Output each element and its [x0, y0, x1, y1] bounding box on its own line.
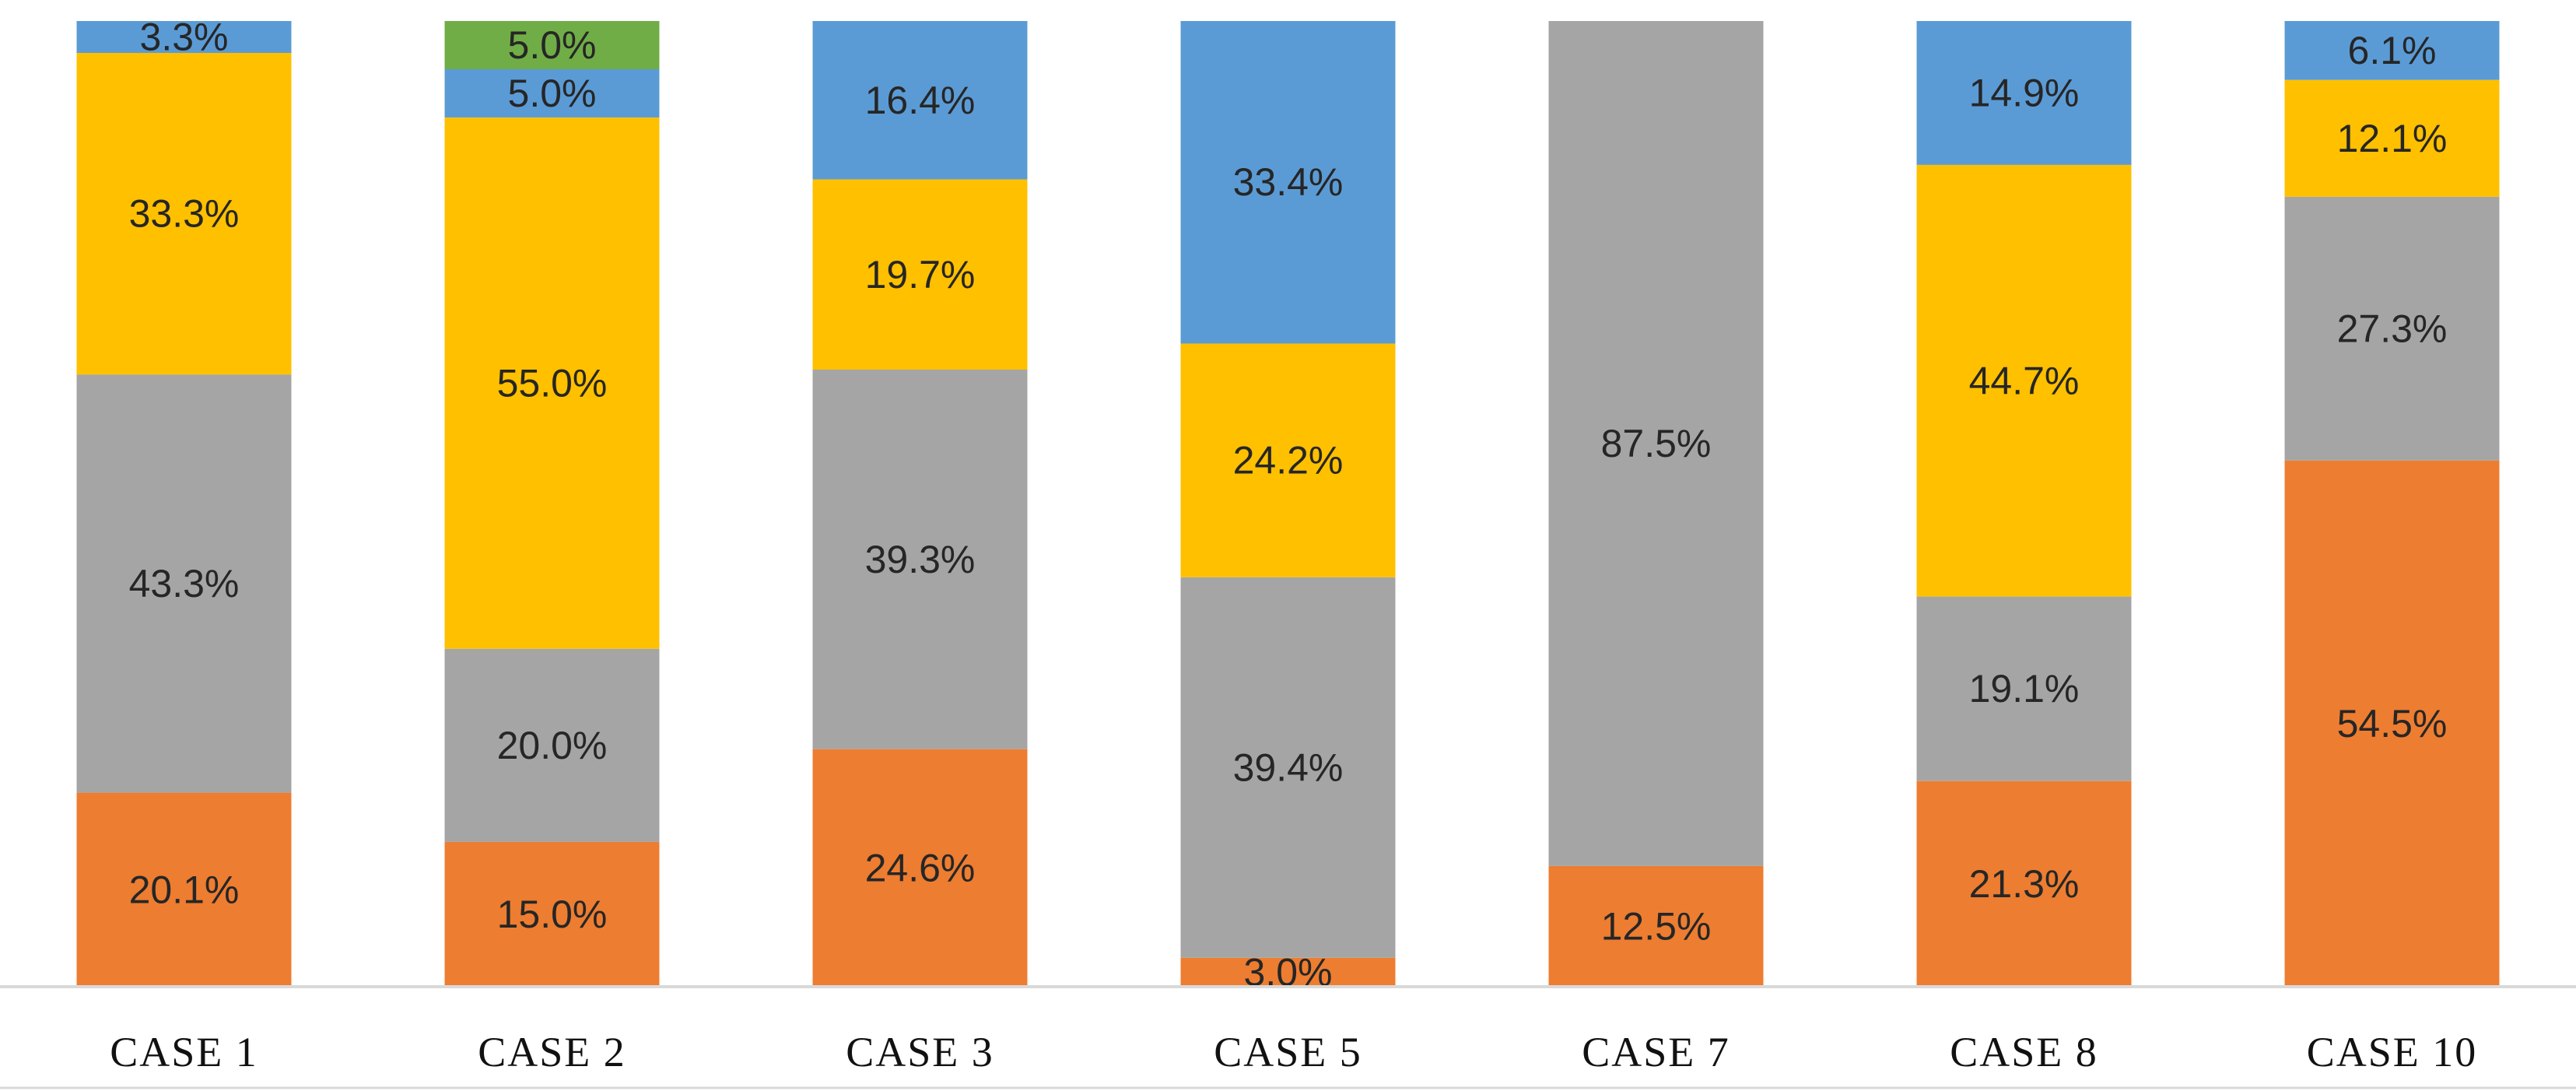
- x-tick-label: CASE 7: [1582, 1029, 1730, 1075]
- bar-segment: [444, 648, 660, 842]
- data-label: 44.7%: [1969, 359, 2080, 402]
- data-label: 33.3%: [129, 192, 240, 236]
- bar-segment: [444, 69, 660, 118]
- bar-segment: [2284, 79, 2500, 197]
- data-label: 16.4%: [865, 79, 976, 122]
- x-tick-label: CASE 5: [1214, 1029, 1362, 1075]
- bar-segment: [2284, 21, 2500, 80]
- data-label: 55.0%: [497, 361, 608, 405]
- bar-segment: [812, 370, 1028, 749]
- bar-segment: [1180, 577, 1396, 958]
- bar-segment: [1180, 957, 1396, 987]
- x-tick-label: CASE 8: [1950, 1029, 2098, 1075]
- data-label: 39.3%: [865, 538, 976, 581]
- data-label: 3.3%: [140, 16, 229, 59]
- bar-segment: [1548, 21, 1764, 866]
- data-label: 39.4%: [1233, 745, 1344, 789]
- bar-segment: [1180, 343, 1396, 577]
- bar-segment: [812, 21, 1028, 180]
- data-label: 5.0%: [508, 72, 597, 115]
- data-label: 19.1%: [1969, 667, 2080, 710]
- data-label: 12.1%: [2337, 117, 2448, 160]
- bar-segment: [1916, 596, 2132, 781]
- data-label: 33.4%: [1233, 160, 1344, 204]
- data-label: 5.0%: [508, 23, 597, 67]
- bar-segment: [2284, 460, 2500, 987]
- bar-segment: [1180, 21, 1396, 344]
- bar-segment: [76, 53, 292, 375]
- bars-layer: [76, 21, 2500, 987]
- bar-segment: [812, 179, 1028, 370]
- bar-segment: [1916, 164, 2132, 597]
- bar-segment: [444, 118, 660, 649]
- category-labels-layer: CASE 1 CASE 2 CASE 3 CASE 5 CASE 7 CASE 8 CASE…: [110, 1029, 2478, 1075]
- data-label: 20.0%: [497, 724, 608, 767]
- bar-segment: [812, 749, 1028, 987]
- data-label: 87.5%: [1601, 422, 1712, 465]
- x-tick-label: CASE 10: [2307, 1029, 2478, 1075]
- data-label: 27.3%: [2337, 307, 2448, 350]
- x-tick-label: CASE 1: [110, 1029, 258, 1075]
- bar-segment: [1548, 865, 1764, 987]
- data-label: 6.1%: [2348, 29, 2437, 72]
- bar-segment: [1916, 21, 2132, 165]
- data-label: 43.3%: [129, 562, 240, 605]
- bar-segment: [76, 21, 292, 53]
- x-tick-label: CASE 3: [846, 1029, 994, 1075]
- bar-segment: [76, 374, 292, 793]
- bar-segment: [76, 792, 292, 987]
- bar-segment: [2284, 196, 2500, 461]
- bar-segment: [1916, 781, 2132, 987]
- data-label: 14.9%: [1969, 72, 2080, 115]
- data-label: 12.5%: [1601, 904, 1712, 948]
- data-label: 21.3%: [1969, 862, 2080, 906]
- data-label: 24.2%: [1233, 439, 1344, 482]
- data-label: 20.1%: [129, 868, 240, 911]
- data-label: 54.5%: [2337, 702, 2448, 745]
- data-label: 15.0%: [497, 893, 608, 936]
- bar-segment: [444, 841, 660, 987]
- data-label: 19.7%: [865, 253, 976, 296]
- x-tick-label: CASE 2: [478, 1029, 626, 1075]
- bar-segment: [444, 21, 660, 69]
- data-label: 24.6%: [865, 846, 976, 889]
- segment-labels-layer: 20.1% 43.3% 33.3% 3.3% 15.0% 20.0% 55.0% 5.0% 5.…: [129, 16, 2448, 995]
